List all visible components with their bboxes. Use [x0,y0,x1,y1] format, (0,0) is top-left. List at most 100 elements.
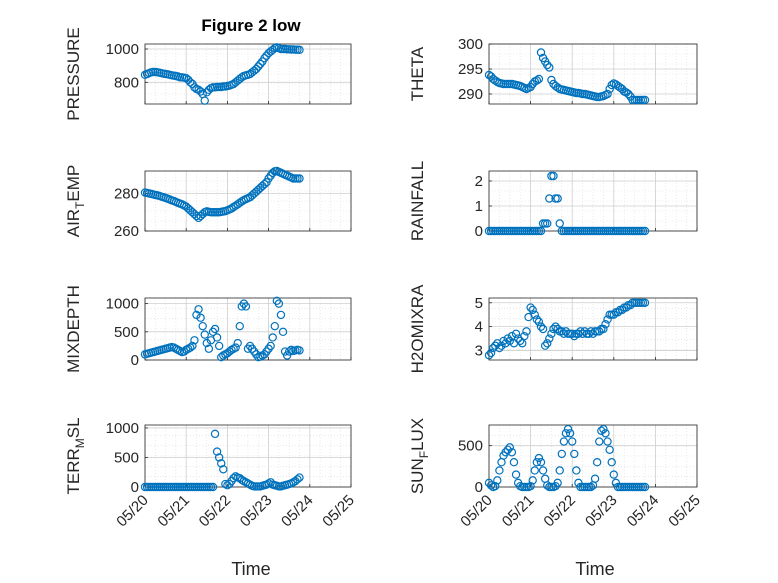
y-axis-label: SUNFLUX [408,418,431,494]
x-tick-label: 05/22 [196,492,235,531]
data-point [285,347,294,356]
data-point [488,343,498,353]
data-point [231,343,240,352]
data-point [555,219,564,228]
data-point [547,75,556,85]
data-point [495,343,504,353]
y-axis-label: H2OMIXRA [408,284,427,373]
data-point [252,64,261,74]
data-point [229,202,238,212]
data-point [282,351,292,360]
data-point [595,437,604,446]
data-point [590,474,600,483]
data-point [555,466,564,475]
x-tick-label: 05/24 [624,492,663,531]
data-point [295,45,304,55]
x-tick-label: 05/25 [319,492,358,531]
data-point [640,226,650,236]
data-point [599,424,608,434]
data-point [274,299,284,308]
axes-box [144,43,352,105]
x-tick-label: 05/25 [665,492,704,531]
data-point [563,424,573,434]
data-point [214,453,224,462]
data-point [219,465,228,474]
data-point [295,473,304,482]
data-point [278,327,288,337]
data-point [557,449,567,459]
data-point [495,466,504,475]
data-point [497,341,506,350]
y-axis-label: AIRTEMP [64,165,87,238]
data-point [212,333,222,342]
data-point [534,317,544,327]
data-point [580,327,589,336]
data-point [586,482,596,492]
data-point [520,331,529,341]
data-point [484,351,494,360]
data-point [572,466,581,475]
y-tick-label: 280 [114,186,139,203]
y-tick-label: 500 [458,438,483,455]
data-point [565,429,575,438]
data-point [543,60,552,70]
y-tick-label: 0 [475,223,483,240]
y-tick-label: 260 [114,223,139,240]
y-tick-label: 800 [114,74,139,91]
y-axis-label: TERRMSL [64,417,87,494]
y-axis-label-part: SUN [408,458,427,494]
data-point [545,194,554,203]
data-point [186,78,195,87]
data-point [256,59,265,69]
y-axis-label-part: LUX [408,418,427,451]
y-tick-label: 290 [458,86,483,103]
data-point [553,324,562,334]
data-point [578,329,587,338]
data-point [559,437,569,446]
data-point [534,453,544,463]
data-point [534,74,544,84]
y-tick-label: 500 [114,324,139,341]
data-point [210,324,220,334]
y-axis-label-part: EMP [64,165,83,202]
data-point [254,62,263,71]
data-point [528,476,537,485]
y-axis-label: RAINFALL [408,161,427,241]
subplot-5: 3 4 5 H2OMIXRA [408,284,698,373]
data-point [503,445,512,454]
axes-box [144,297,352,361]
data-point [217,459,226,468]
data-point [505,443,514,452]
y-tick-label: 0 [131,479,139,496]
data-point [597,426,606,435]
data-point [609,310,619,319]
data-point [568,437,577,446]
y-tick-label: 300 [458,36,483,53]
data-point [516,336,525,346]
data-point [607,458,616,467]
data-point [568,329,577,338]
subplot-7: 0 500 05/20 05/21 05/22 05/23 05/24 05/25 SUNFLU… [408,418,704,531]
data-point [280,347,290,356]
data-point [624,89,633,99]
x-tick-label: 05/20 [113,492,152,531]
data-point [293,475,302,484]
x-axis-label-left: Time [231,559,270,579]
data-point [530,466,539,475]
data-point [501,448,510,457]
data-point [530,310,539,319]
data-point [190,336,199,345]
data-point [603,89,612,99]
data-point [536,458,546,467]
y-tick-label: 5 [475,295,483,312]
data-point [640,298,650,307]
data-point [553,478,562,488]
data-point [491,481,500,491]
data-point [212,447,222,456]
data-point [599,324,608,334]
data-point [545,334,554,343]
y-tick-label: 1000 [106,41,139,58]
y-axis-label-subscript: F [417,451,431,458]
y-axis-label-part: AIR [64,209,83,237]
data-point [295,346,304,355]
